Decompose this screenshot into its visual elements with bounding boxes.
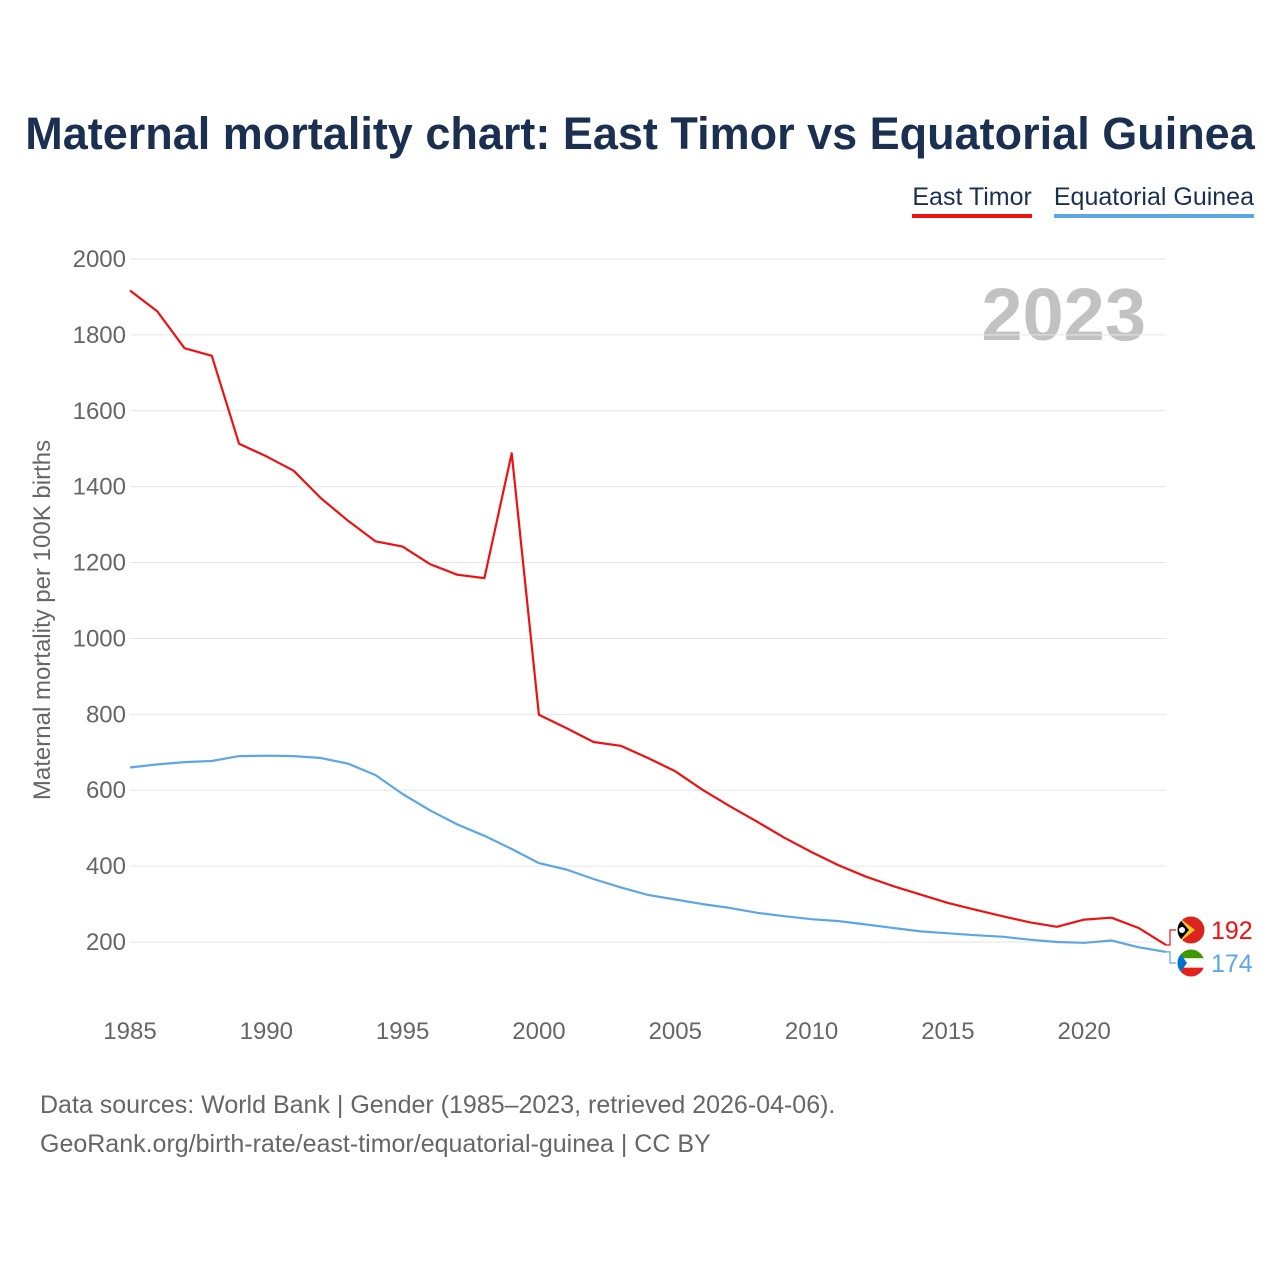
legend: East Timor Equatorial Guinea xyxy=(912,183,1254,218)
y-tick-label-400: 400 xyxy=(86,853,126,880)
legend-item-east-timor[interactable]: East Timor xyxy=(912,183,1032,218)
y-tick-label-1600: 1600 xyxy=(73,398,126,425)
connector-east-timor xyxy=(1166,929,1176,946)
source-link[interactable]: GeoRank.org/birth-rate/east-timor/equato… xyxy=(40,1130,711,1158)
y-axis-title: Maternal mortality per 100K births xyxy=(29,440,56,800)
series-line-equatorial-guinea xyxy=(129,754,1167,953)
x-axis-ticks: 1985 1990 1995 2000 2005 2010 2015 2020 xyxy=(103,1018,1111,1045)
x-tick-label-1990: 1990 xyxy=(240,1018,293,1045)
y-tick-label-2000: 2000 xyxy=(73,246,126,273)
year-watermark: 2023 xyxy=(981,273,1146,356)
y-axis-ticks: 200 400 600 800 1000 1200 1400 1600 1800 2000 xyxy=(73,246,126,956)
x-tick-label-1995: 1995 xyxy=(376,1018,429,1045)
source-line-1: Data sources: World Bank | Gender (1985–… xyxy=(40,1091,836,1119)
legend-item-equatorial-guinea[interactable]: Equatorial Guinea xyxy=(1053,183,1254,218)
y-tick-label-1800: 1800 xyxy=(73,322,126,349)
end-value-label-east-timor: 192 xyxy=(1211,917,1253,945)
x-tick-label-2000: 2000 xyxy=(512,1018,565,1045)
equatorial-guinea-flag-icon xyxy=(1176,948,1206,978)
y-tick-label-600: 600 xyxy=(86,777,126,804)
x-tick-label-1985: 1985 xyxy=(103,1018,156,1045)
source-notes: Data sources: World Bank | Gender (1985–… xyxy=(40,1086,835,1164)
series-lines xyxy=(129,289,1167,953)
y-tick-label-1000: 1000 xyxy=(73,625,126,652)
gridlines xyxy=(130,258,1166,943)
y-tick-label-200: 200 xyxy=(86,929,126,956)
chart-title: Maternal mortality chart: East Timor vs … xyxy=(25,108,1255,159)
end-value-label-equatorial-guinea: 174 xyxy=(1211,950,1253,978)
connector-equatorial-guinea xyxy=(1166,951,1176,964)
y-tick-label-1200: 1200 xyxy=(73,550,126,577)
series-line-east-timor xyxy=(129,289,1167,946)
east-timor-flag-icon xyxy=(1176,915,1206,945)
y-tick-label-1400: 1400 xyxy=(73,474,126,501)
x-tick-label-2005: 2005 xyxy=(649,1018,702,1045)
x-tick-label-2020: 2020 xyxy=(1058,1018,1111,1045)
x-tick-label-2015: 2015 xyxy=(921,1018,974,1045)
y-tick-label-800: 800 xyxy=(86,701,126,728)
x-tick-label-2010: 2010 xyxy=(785,1018,838,1045)
